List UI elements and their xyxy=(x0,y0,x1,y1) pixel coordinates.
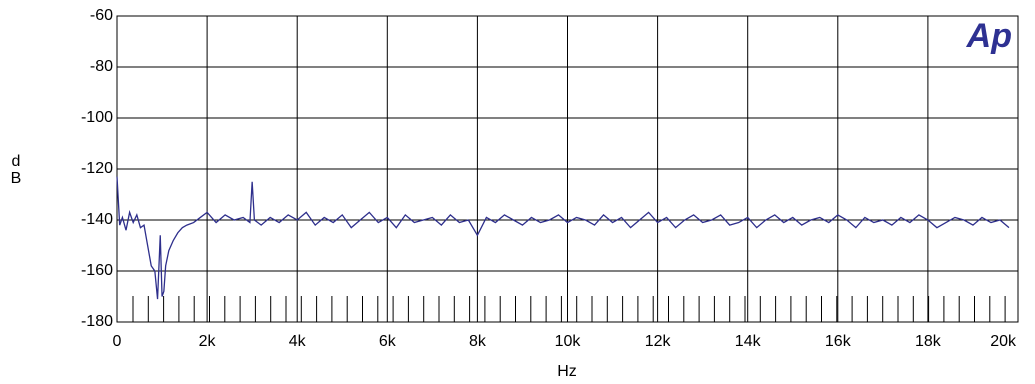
fft-line xyxy=(116,176,1010,300)
y-tick-label: -60 xyxy=(90,7,113,24)
y-tick-label: -100 xyxy=(81,109,113,126)
y-tick-label: -180 xyxy=(81,313,113,330)
x-tick-label: 10k xyxy=(555,333,582,350)
x-tick-label: 8k xyxy=(469,333,487,350)
y-tick-label: -140 xyxy=(81,211,113,228)
y-tick-label: -120 xyxy=(81,160,113,177)
y-tick-label: -80 xyxy=(90,58,113,75)
y-tick-label: -160 xyxy=(81,262,113,279)
x-tick-label: 18k xyxy=(915,333,942,350)
plot-frame xyxy=(116,15,1019,323)
y-axis-label: dB xyxy=(8,153,25,187)
logo: Ap xyxy=(966,17,1012,55)
x-tick-label: 4k xyxy=(289,333,307,350)
x-tick-label: 14k xyxy=(735,333,762,350)
x-tick-label: 2k xyxy=(199,333,217,350)
x-tick-label: 12k xyxy=(645,333,672,350)
x-tick-label: 20k xyxy=(990,333,1017,350)
x-axis-label: Hz xyxy=(557,363,577,380)
x-tick-label: 6k xyxy=(379,333,397,350)
x-tick-label: 16k xyxy=(825,333,852,350)
x-tick-label: 0 xyxy=(113,333,122,350)
